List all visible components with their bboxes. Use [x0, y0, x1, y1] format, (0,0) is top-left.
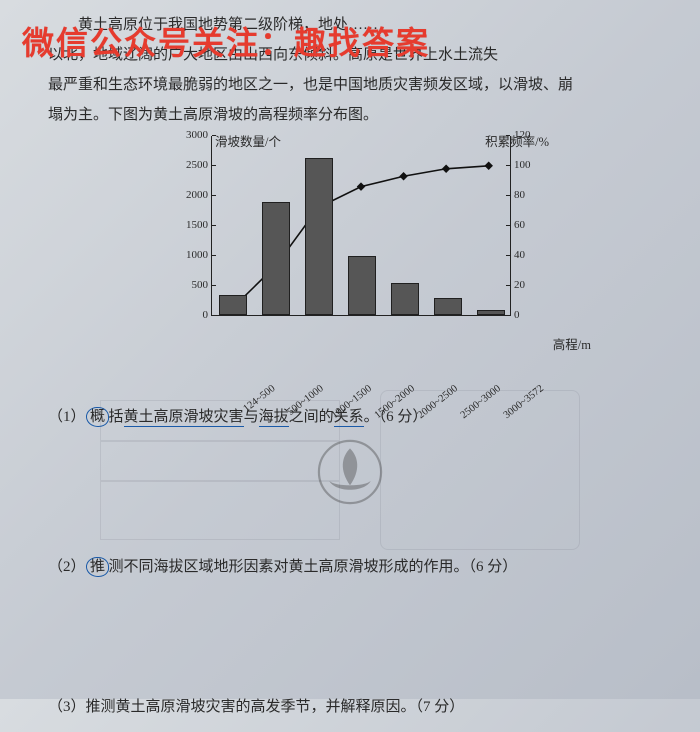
y-right-tick: 120 — [510, 124, 531, 146]
y-left-tick: 500 — [192, 274, 213, 296]
y-left-tick: 2500 — [186, 154, 212, 176]
y-right-tick: 80 — [510, 184, 525, 206]
intro-line-4: 塌为主。下图为黄土高原滑坡的高程频率分布图。 — [48, 100, 662, 130]
bar — [434, 298, 462, 315]
y-left-tick: 1500 — [186, 214, 212, 236]
bar — [219, 295, 247, 315]
exam-page: 黄土高原位于我国地势第二级阶梯，地处…… 以北，地域辽阔的广大地区由山西向东倾斜… — [0, 0, 700, 732]
q2-text: 测不同海拔区域地形因素对黄土高原滑坡形成的作用。（6 分） — [109, 559, 518, 575]
bar — [262, 202, 290, 315]
y-right-tick: 60 — [510, 214, 525, 236]
bar — [305, 158, 333, 315]
x-axis-label: 高程/m — [553, 333, 591, 358]
y-right-tick: 20 — [510, 274, 525, 296]
intro-line-3: 最严重和生态环境最脆弱的地区之一，也是中国地质灾害频发区域，以滑坡、崩 — [48, 70, 662, 100]
plot-area: 050010001500200025003000020406080100120 — [211, 136, 511, 316]
bar — [391, 283, 419, 315]
bar — [348, 256, 376, 315]
q2-prefix: （2） — [48, 559, 86, 575]
q1-underline-2: 海拔 — [259, 409, 289, 427]
y-right-tick: 100 — [510, 154, 531, 176]
watermark-logo-icon — [313, 435, 387, 520]
q1-text-a: 括 — [109, 409, 124, 425]
x-labels-row: 124~500500~10001000~15001500~20002000~25… — [211, 316, 511, 370]
y-left-tick: 3000 — [186, 124, 212, 146]
y-left-tick: 1000 — [186, 244, 212, 266]
q1-prefix: （1） — [48, 409, 86, 425]
y-right-tick: 0 — [510, 304, 520, 326]
q1-underline-1: 黄土高原滑坡灾害 — [124, 409, 244, 427]
q1-circled-char: 概 — [85, 406, 109, 427]
y-right-tick: 40 — [510, 244, 525, 266]
q2-circled-char: 推 — [85, 556, 109, 577]
y-left-tick: 2000 — [186, 184, 212, 206]
question-2: （2）推测不同海拔区域地形因素对黄土高原滑坡形成的作用。（6 分） — [48, 552, 662, 582]
watermark-overlay: 微信公众号关注：趣找答案 — [22, 18, 430, 64]
question-3: （3）推测黄土高原滑坡灾害的高发季节，并解释原因。（7 分） — [48, 692, 662, 722]
landslide-chart: 滑坡数量/个 积累频率/% 05001000150020002500300002… — [155, 136, 555, 370]
bar — [477, 310, 505, 315]
